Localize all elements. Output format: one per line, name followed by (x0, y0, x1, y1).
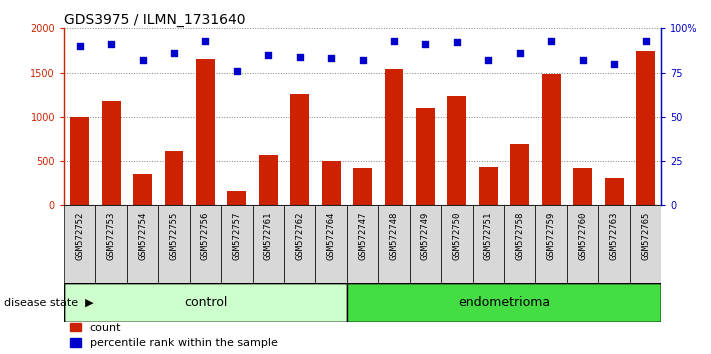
Text: GSM572758: GSM572758 (515, 212, 524, 260)
Text: endometrioma: endometrioma (458, 296, 550, 309)
Bar (127, 205, 159, 283)
Bar (347, 283, 661, 322)
Bar (542, 74, 561, 205)
Bar (378, 205, 410, 283)
Point (105, 41, 117, 47)
Point (326, 56, 337, 61)
Bar (535, 205, 567, 283)
Bar (573, 168, 592, 205)
Text: GDS3975 / ILMN_1731640: GDS3975 / ILMN_1731640 (64, 13, 245, 27)
Text: GSM572760: GSM572760 (578, 212, 587, 260)
Bar (410, 205, 442, 283)
Bar (504, 205, 535, 283)
Bar (353, 168, 372, 205)
Point (451, 40, 463, 45)
Point (357, 57, 368, 63)
Point (294, 54, 306, 59)
Bar (159, 205, 190, 283)
Bar (290, 94, 309, 205)
Text: GSM572757: GSM572757 (232, 212, 241, 260)
Bar (221, 205, 252, 283)
Point (169, 50, 180, 56)
Bar (385, 69, 403, 205)
Text: GSM572764: GSM572764 (326, 212, 336, 260)
Point (74, 43, 85, 49)
Bar (70, 117, 89, 205)
Text: GSM572752: GSM572752 (75, 212, 84, 260)
Point (262, 52, 274, 58)
Point (640, 38, 651, 44)
Bar (604, 178, 624, 205)
Point (231, 68, 242, 74)
Bar (133, 175, 152, 205)
Bar (259, 155, 278, 205)
Bar (347, 205, 378, 283)
Point (419, 41, 431, 47)
Text: GSM572750: GSM572750 (452, 212, 461, 260)
Bar (284, 205, 316, 283)
Point (577, 57, 588, 63)
Text: GSM572761: GSM572761 (264, 212, 273, 260)
Text: GSM572765: GSM572765 (641, 212, 650, 260)
Bar (473, 205, 504, 283)
Text: GSM572762: GSM572762 (295, 212, 304, 260)
Bar (416, 108, 435, 205)
Text: GSM572759: GSM572759 (547, 212, 556, 260)
Bar (95, 205, 127, 283)
Text: GSM572747: GSM572747 (358, 212, 367, 260)
Point (483, 57, 494, 63)
Bar (64, 283, 347, 322)
Text: GSM572763: GSM572763 (609, 212, 619, 260)
Bar (196, 59, 215, 205)
Bar (316, 205, 347, 283)
Bar (447, 96, 466, 205)
Text: GSM572754: GSM572754 (138, 212, 147, 260)
Bar (599, 205, 630, 283)
Text: GSM572755: GSM572755 (169, 212, 178, 260)
Text: GSM572753: GSM572753 (107, 212, 116, 260)
Legend: count, percentile rank within the sample: count, percentile rank within the sample (70, 322, 277, 348)
Bar (322, 161, 341, 205)
Text: GSM572756: GSM572756 (201, 212, 210, 260)
Text: GSM572751: GSM572751 (484, 212, 493, 260)
Bar (510, 144, 529, 205)
Bar (479, 167, 498, 205)
Point (137, 57, 149, 63)
Bar (64, 205, 95, 283)
Bar (252, 205, 284, 283)
Text: control: control (183, 296, 227, 309)
Bar (228, 191, 246, 205)
Bar (636, 51, 655, 205)
Point (514, 50, 525, 56)
Text: GSM572749: GSM572749 (421, 212, 430, 260)
Text: disease state  ▶: disease state ▶ (4, 298, 93, 308)
Point (609, 61, 620, 67)
Bar (630, 205, 661, 283)
Bar (567, 205, 599, 283)
Point (200, 38, 211, 44)
Bar (102, 101, 121, 205)
Text: GSM572748: GSM572748 (390, 212, 399, 260)
Point (545, 38, 557, 44)
Point (388, 38, 400, 44)
Bar (190, 205, 221, 283)
Bar (442, 205, 473, 283)
Bar (164, 152, 183, 205)
